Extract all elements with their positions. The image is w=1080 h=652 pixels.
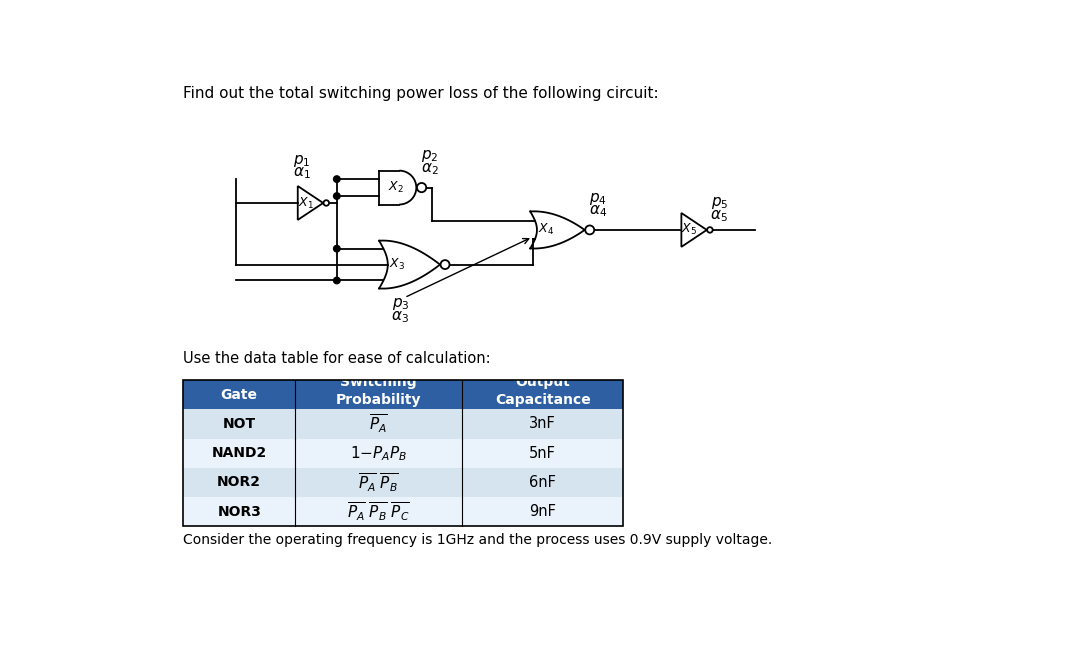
Text: 9nF: 9nF [529, 504, 556, 519]
Text: $\alpha_3$: $\alpha_3$ [391, 309, 409, 325]
Text: $p_4$: $p_4$ [590, 191, 607, 207]
Text: $\alpha_4$: $\alpha_4$ [589, 203, 607, 219]
Text: NAND2: NAND2 [212, 446, 267, 460]
Text: $p_1$: $p_1$ [293, 153, 310, 169]
FancyBboxPatch shape [183, 380, 623, 409]
Text: Gate: Gate [220, 388, 258, 402]
Text: $p_2$: $p_2$ [421, 149, 438, 164]
Text: 6nF: 6nF [529, 475, 556, 490]
Text: $X_4$: $X_4$ [538, 222, 554, 237]
Text: $X_1$: $X_1$ [298, 196, 313, 211]
Text: Output
Capacitance: Output Capacitance [495, 376, 591, 407]
FancyBboxPatch shape [183, 409, 623, 439]
FancyBboxPatch shape [183, 468, 623, 497]
Circle shape [585, 226, 594, 235]
Text: $\alpha_5$: $\alpha_5$ [711, 208, 728, 224]
Text: NOT: NOT [222, 417, 256, 431]
Circle shape [441, 260, 449, 269]
Text: $\overline{P_A}\ \overline{P_B}$: $\overline{P_A}\ \overline{P_B}$ [359, 471, 400, 494]
Circle shape [334, 193, 340, 200]
Text: Use the data table for ease of calculation:: Use the data table for ease of calculati… [183, 351, 490, 366]
Circle shape [334, 277, 340, 284]
Text: Find out the total switching power loss of the following circuit:: Find out the total switching power loss … [183, 86, 659, 101]
Text: $\overline{P_A}\ \overline{P_B}\ \overline{P_C}$: $\overline{P_A}\ \overline{P_B}\ \overli… [348, 500, 410, 523]
Circle shape [334, 245, 340, 252]
Circle shape [334, 176, 340, 183]
Text: $1\mathrm{-}P_A P_B$: $1\mathrm{-}P_A P_B$ [350, 444, 407, 462]
Text: $\overline{P_A}$: $\overline{P_A}$ [369, 413, 388, 436]
Text: $X_2$: $X_2$ [388, 180, 404, 195]
Text: 3nF: 3nF [529, 417, 556, 432]
Text: NOR3: NOR3 [217, 505, 261, 519]
FancyBboxPatch shape [183, 497, 623, 526]
Text: Consider the operating frequency is 1GHz and the process uses 0.9V supply voltag: Consider the operating frequency is 1GHz… [183, 533, 772, 547]
Text: $X_5$: $X_5$ [681, 222, 697, 237]
Text: Switching
Probability: Switching Probability [336, 376, 421, 407]
Text: $X_3$: $X_3$ [389, 257, 405, 272]
Circle shape [417, 183, 427, 192]
Circle shape [707, 227, 713, 233]
Text: NOR2: NOR2 [217, 475, 261, 490]
Text: 5nF: 5nF [529, 446, 556, 461]
Text: $p_5$: $p_5$ [711, 196, 728, 211]
Circle shape [324, 200, 329, 206]
Text: $\alpha_2$: $\alpha_2$ [421, 161, 438, 177]
FancyBboxPatch shape [183, 439, 623, 468]
Text: $p_3$: $p_3$ [392, 296, 409, 312]
Text: $\alpha_1$: $\alpha_1$ [293, 166, 311, 181]
